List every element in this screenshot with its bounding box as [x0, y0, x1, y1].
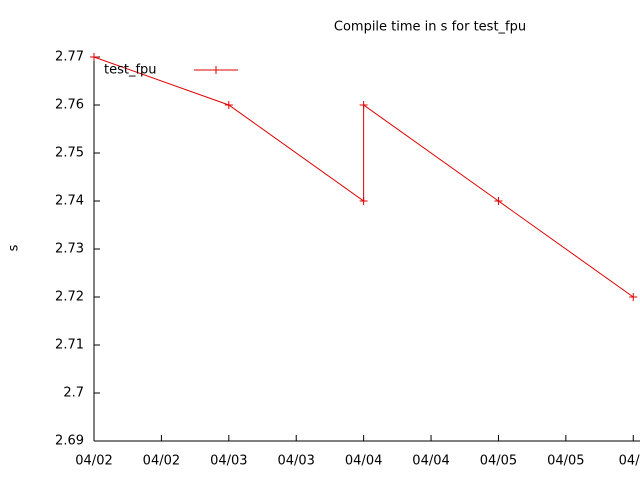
y-tick-label: 2.72 [55, 290, 84, 305]
y-axis-label: s [7, 244, 22, 251]
legend-label: test_fpu [104, 63, 157, 78]
x-tick-label: 04/04 [412, 454, 449, 469]
y-tick-label: 2.7 [63, 386, 84, 401]
y-tick-label: 2.73 [55, 242, 84, 257]
legend-marker [212, 66, 220, 74]
point [494, 197, 503, 205]
series-line [93, 56, 634, 298]
y-tick-label: 2.75 [55, 146, 84, 161]
point [359, 197, 368, 205]
x-tick-label: 04/02 [143, 454, 180, 469]
point [224, 101, 233, 109]
y-tick-label: 2.69 [55, 434, 84, 449]
x-tick-label: 04/03 [210, 454, 247, 469]
y-tick-label: 2.76 [55, 98, 84, 113]
x-tick-label: 04/04 [345, 454, 382, 469]
point [629, 293, 638, 301]
x-tick-label: 04/03 [277, 454, 314, 469]
point [90, 53, 98, 61]
x-tick-label: 04/02 [75, 454, 112, 469]
y-tick-label: 2.74 [55, 194, 84, 209]
y-tick-label: 2.71 [55, 338, 84, 353]
chart-title: Compile time in s for test_fpu [334, 20, 526, 35]
x-tick-label: 04/05 [547, 454, 584, 469]
x-tick-label: 04/0 [619, 454, 640, 469]
x-tick-label: 04/05 [480, 454, 517, 469]
y-tick-label: 2.77 [55, 50, 84, 65]
point [359, 101, 368, 109]
